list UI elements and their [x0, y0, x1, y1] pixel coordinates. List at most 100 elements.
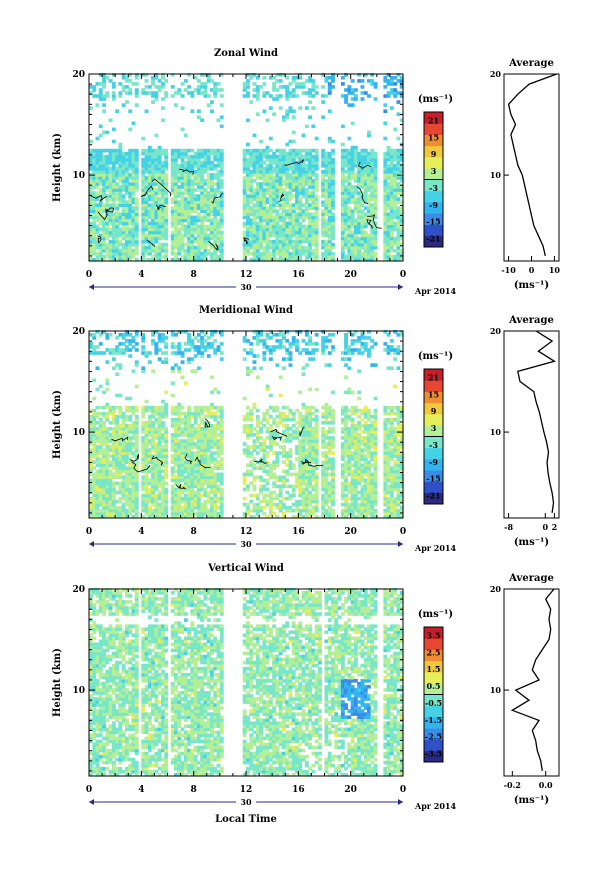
heatmap-cell: [272, 167, 277, 171]
heatmap-cell: [288, 91, 293, 95]
heatmap-cell: [141, 73, 146, 77]
heatmap-cell: [282, 230, 286, 235]
heatmap-cell: [282, 245, 286, 250]
heatmap-cell: [360, 91, 365, 95]
heatmap-cell: [196, 148, 201, 153]
heatmap-cell: [174, 230, 178, 235]
heatmap-cell: [278, 85, 283, 89]
heatmap-cell: [344, 218, 348, 223]
heatmap-cell: [196, 212, 201, 217]
heatmap-cell: [121, 179, 126, 183]
heatmap-cell: [131, 154, 136, 159]
heatmap-cell: [111, 167, 116, 171]
heatmap-cell: [331, 164, 335, 168]
heatmap-cell: [295, 245, 299, 250]
heatmap-cell: [92, 157, 97, 162]
heatmap-cell: [285, 94, 290, 98]
heatmap-cell: [216, 224, 221, 229]
heatmap-cell: [219, 170, 224, 174]
heatmap-cell: [288, 209, 293, 213]
heatmap-cell: [344, 164, 348, 168]
heatmap-cell: [164, 390, 169, 395]
heatmap-cell: [252, 230, 257, 235]
heatmap-cell: [389, 230, 394, 235]
heatmap-cell: [357, 173, 362, 177]
heatmap-cell: [252, 360, 257, 364]
heatmap-cell: [115, 227, 120, 232]
heatmap-cell: [118, 212, 123, 217]
heatmap-cell: [213, 88, 218, 92]
heatmap-cell: [347, 182, 352, 186]
heatmap-cell: [180, 209, 185, 213]
heatmap-cell: [285, 254, 290, 259]
heatmap-cell: [170, 366, 175, 370]
heatmap-cell: [311, 164, 316, 168]
heatmap-cell: [327, 136, 332, 141]
heatmap-cell: [157, 242, 162, 247]
heatmap-cell: [304, 124, 309, 129]
heatmap-cell: [147, 209, 152, 213]
heatmap-cell: [262, 194, 267, 198]
heatmap-cell: [304, 188, 309, 192]
heatmap-cell: [131, 248, 136, 253]
heatmap-cell: [249, 151, 254, 156]
heatmap-cell: [252, 82, 257, 86]
heatmap-cell: [118, 170, 123, 174]
heatmap-cell: [102, 215, 106, 220]
heatmap-cell: [265, 224, 270, 229]
heatmap-cell: [200, 206, 205, 210]
heatmap-cell: [154, 218, 159, 223]
heatmap-cell: [190, 206, 195, 210]
heatmap-cell: [187, 215, 191, 220]
heatmap-cell: [275, 194, 280, 198]
heatmap-cell: [125, 242, 129, 247]
heatmap-cell: [331, 194, 335, 198]
heatmap-cell: [344, 151, 348, 156]
heatmap-cell: [111, 245, 116, 250]
heatmap-cell: [331, 258, 335, 262]
heatmap-cell: [196, 218, 201, 223]
heatmap-cell: [115, 230, 120, 235]
heatmap-cell: [275, 221, 280, 226]
heatmap-cell: [363, 73, 368, 77]
heatmap-cell: [288, 160, 293, 165]
heatmap-cell: [210, 148, 214, 153]
heatmap-cell: [285, 233, 290, 238]
heatmap-cell: [314, 206, 319, 210]
heatmap-cell: [161, 224, 165, 229]
heatmap-cell: [246, 236, 250, 241]
heatmap-cell: [105, 173, 110, 177]
heatmap-cell: [282, 73, 286, 77]
heatmap-cell: [282, 254, 286, 259]
heatmap-cell: [344, 197, 348, 201]
heatmap-cell: [219, 194, 224, 198]
heatmap-cell: [180, 248, 185, 253]
heatmap-cell: [340, 203, 345, 207]
heatmap-cell: [360, 173, 365, 177]
heatmap-cell: [275, 170, 280, 174]
heatmap-cell: [246, 182, 250, 186]
heatmap-cell: [151, 369, 155, 373]
heatmap-cell: [324, 179, 329, 183]
heatmap-cell: [151, 170, 155, 174]
heatmap-cell: [357, 179, 362, 183]
heatmap-cell: [108, 209, 113, 213]
heatmap-cell: [147, 224, 152, 229]
heatmap-cell: [141, 148, 146, 153]
heatmap-cell: [180, 227, 185, 232]
heatmap-cell: [357, 239, 362, 244]
heatmap-cell: [298, 76, 303, 80]
heatmap-cell: [288, 94, 293, 98]
heatmap-cell: [196, 206, 201, 210]
heatmap-cell: [308, 233, 312, 238]
heatmap-cell: [141, 212, 146, 217]
heatmap-cell: [347, 148, 352, 153]
heatmap-cell: [121, 206, 126, 210]
heatmap-cell: [314, 197, 319, 201]
heatmap-cell: [98, 242, 103, 247]
heatmap-cell: [246, 248, 250, 253]
heatmap-cell: [242, 230, 247, 235]
heatmap-cell: [161, 173, 165, 177]
heatmap-cell: [344, 239, 348, 244]
